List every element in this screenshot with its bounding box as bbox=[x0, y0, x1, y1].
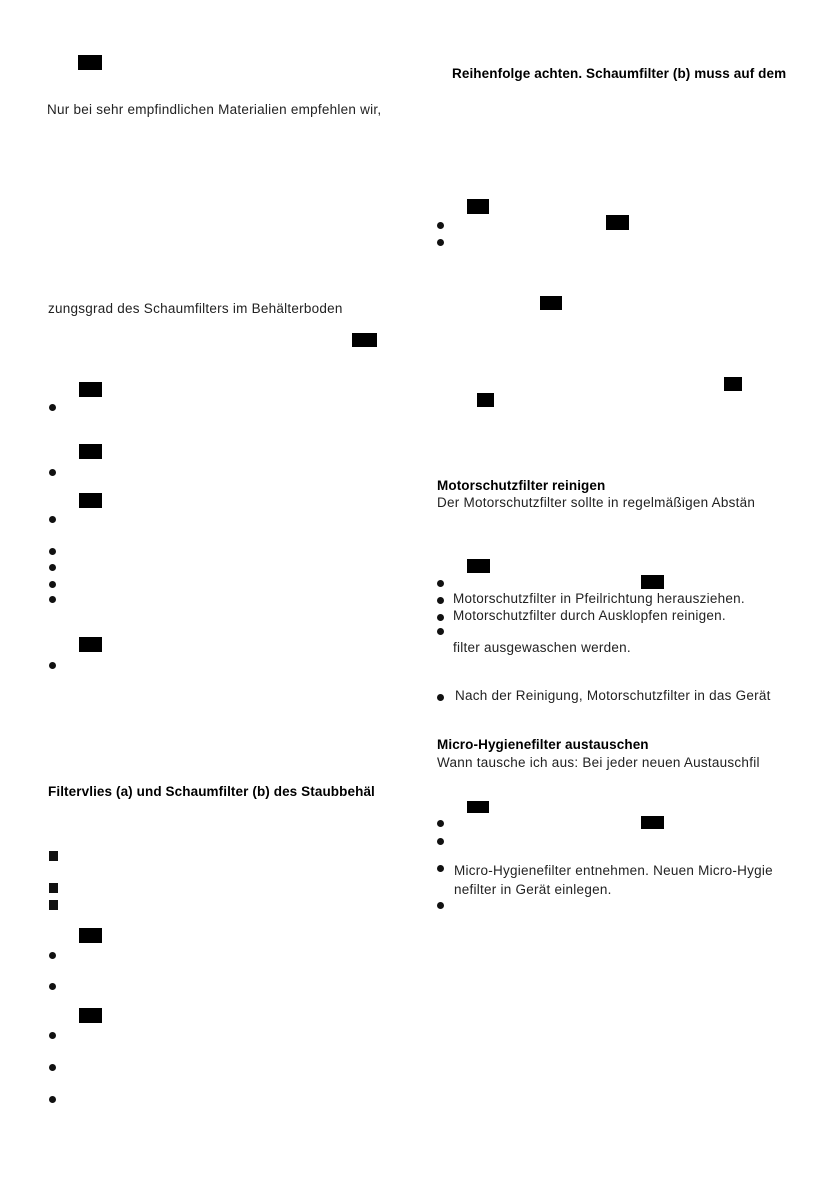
section-heading-micro-hygienefilter: Micro-Hygienefilter austauschen bbox=[437, 737, 649, 752]
redaction-box bbox=[79, 382, 102, 397]
section-heading-filtervlies: Filtervlies (a) und Schaumfilter (b) des… bbox=[48, 784, 375, 799]
redaction-box bbox=[467, 801, 489, 813]
bullet-dot bbox=[48, 982, 56, 990]
bullet-dot bbox=[436, 819, 444, 827]
redaction-box bbox=[724, 377, 742, 391]
bullet-dot bbox=[48, 515, 56, 523]
bullet-dot bbox=[436, 596, 444, 604]
bullet-dot bbox=[48, 580, 56, 588]
redaction-box bbox=[78, 55, 102, 70]
bullet-dot bbox=[48, 1095, 56, 1103]
redaction-box bbox=[352, 333, 377, 347]
section-heading-motorschutzfilter: Motorschutzfilter reinigen bbox=[437, 478, 606, 493]
bullet-dot bbox=[48, 661, 56, 669]
bullet-dot bbox=[48, 951, 56, 959]
bullet-dot bbox=[48, 403, 56, 411]
bullet-dot bbox=[48, 547, 56, 555]
bullet-dot bbox=[436, 238, 444, 246]
bullet-dot bbox=[48, 1031, 56, 1039]
bullet-dot bbox=[48, 563, 56, 571]
bullet-dot bbox=[48, 595, 56, 603]
paragraph-line-empfindliche-materialien: Nur bei sehr empfindlichen Materialien e… bbox=[47, 102, 382, 117]
redaction-box bbox=[641, 816, 664, 829]
redaction-box bbox=[641, 575, 664, 589]
bullet-text-ausklopfen: Motorschutzfilter durch Ausklopfen reini… bbox=[453, 608, 726, 623]
bullet-text-auswaschen-continuation: filter ausgewaschen werden. bbox=[453, 640, 631, 655]
redaction-box bbox=[79, 637, 102, 652]
redaction-box bbox=[467, 199, 489, 214]
bullet-text-entnehmen-line2: nefilter in Gerät einlegen. bbox=[454, 882, 612, 897]
bullet-dot bbox=[436, 901, 444, 909]
bullet-dot bbox=[436, 864, 444, 872]
paragraph-line-motorschutzfilter-intro: Der Motorschutzfilter sollte in regelmäß… bbox=[437, 495, 756, 510]
redaction-box bbox=[540, 296, 562, 310]
redaction-box bbox=[606, 215, 629, 230]
redaction-box bbox=[79, 444, 102, 459]
redaction-box bbox=[79, 493, 102, 508]
bullet-square bbox=[48, 851, 58, 861]
bullet-dot bbox=[436, 579, 444, 587]
paragraph-line-micro-intro: Wann tausche ich aus: Bei jeder neuen Au… bbox=[437, 755, 760, 770]
paragraph-line-zungsgrad: zungsgrad des Schaumfilters im Behälterb… bbox=[48, 301, 343, 316]
bullet-dot bbox=[436, 693, 444, 701]
bullet-dot bbox=[436, 221, 444, 229]
bullet-text-nach-reinigung: Nach der Reinigung, Motorschutzfilter in… bbox=[455, 688, 771, 703]
bullet-text-herausziehen: Motorschutzfilter in Pfeilrichtung herau… bbox=[453, 591, 745, 606]
redaction-box bbox=[467, 559, 490, 573]
paragraph-line-reihenfolge: Reihenfolge achten. Schaumfilter (b) mus… bbox=[452, 66, 787, 81]
bullet-square bbox=[48, 900, 58, 910]
bullet-dot bbox=[436, 837, 444, 845]
bullet-square bbox=[48, 883, 58, 893]
bullet-text-entnehmen-line1: Micro-Hygienefilter entnehmen. Neuen Mic… bbox=[454, 863, 773, 878]
redaction-box bbox=[477, 393, 494, 407]
redaction-box bbox=[79, 1008, 102, 1023]
redaction-box bbox=[79, 928, 102, 943]
bullet-dot bbox=[48, 1063, 56, 1071]
bullet-dot bbox=[436, 613, 444, 621]
bullet-dot bbox=[48, 468, 56, 476]
bullet-dot bbox=[436, 627, 444, 635]
